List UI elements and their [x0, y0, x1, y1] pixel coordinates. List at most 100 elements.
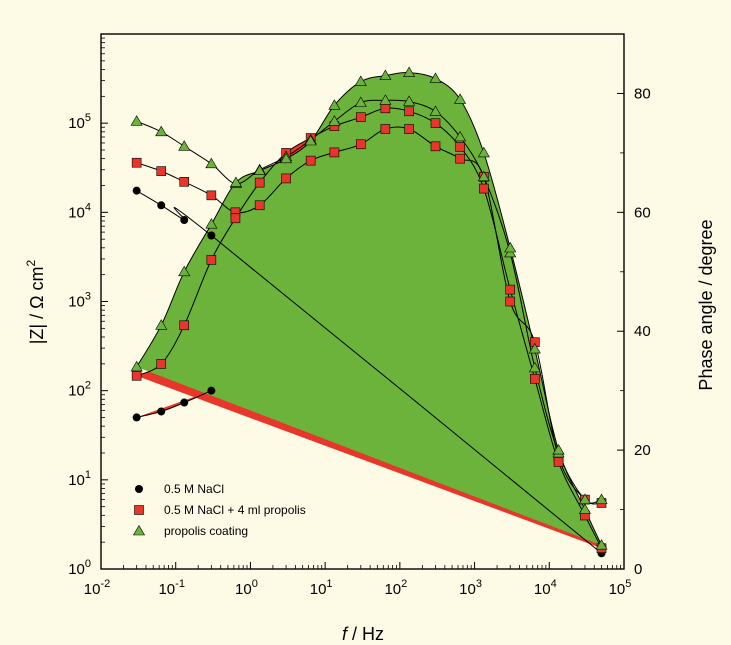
modulus-point	[505, 296, 516, 307]
modulus-point	[254, 200, 265, 211]
modulus-point	[429, 105, 442, 116]
phase-point	[206, 255, 217, 265]
modulus-point	[328, 115, 341, 126]
legend-label: 0.5 M NaCl + 4 ml propolis	[164, 503, 306, 517]
phase-point	[156, 359, 167, 369]
phase-point	[430, 118, 441, 128]
phase-point	[528, 342, 541, 354]
legend-marker	[134, 505, 144, 515]
phase-point	[455, 142, 465, 152]
phase-point	[595, 539, 608, 550]
phase-point	[304, 134, 317, 146]
phase-point	[155, 319, 168, 330]
phase-point	[179, 320, 190, 331]
phase-point	[355, 112, 366, 123]
y-right-tick-label: 60	[634, 204, 651, 221]
phase-fit-0	[136, 390, 212, 418]
modulus-point	[355, 139, 366, 150]
phase-point	[530, 373, 540, 384]
phase-point	[253, 164, 266, 176]
modulus-point	[281, 173, 291, 184]
phase-point	[403, 66, 416, 77]
phase-area-0	[136, 390, 212, 418]
y-left-axis-label: |Z| / Ω cm2	[24, 259, 47, 344]
x-tick-label: 100	[235, 578, 258, 598]
modulus-point	[156, 166, 167, 176]
y-tick-label: 103	[68, 291, 91, 311]
y-tick-label: 102	[68, 380, 91, 400]
modulus-point	[455, 153, 465, 164]
phase-point	[505, 284, 516, 295]
phase-point	[404, 106, 414, 117]
phase-point	[552, 444, 565, 455]
modulus-point	[354, 96, 367, 107]
shaded-areas	[136, 72, 602, 549]
modulus-point	[178, 140, 191, 151]
y-left-axis: 100 101 102 103 104 105	[68, 33, 108, 578]
legend-label: 0.5 M NaCl	[164, 482, 224, 496]
phase-point	[207, 386, 216, 395]
y-right-axis: 0 20 40 60 80	[617, 85, 651, 578]
phase-point	[504, 241, 517, 253]
phase-point	[132, 413, 141, 422]
modulus-point	[207, 231, 216, 240]
phase-point	[180, 398, 189, 407]
phase-point	[578, 503, 591, 514]
phase-point	[130, 360, 143, 372]
y-right-axis-label: Phase angle / degree	[696, 219, 716, 390]
data-markers	[130, 66, 608, 558]
phase-point	[380, 103, 391, 114]
modulus-point	[132, 186, 141, 195]
x-axis: 10-2 10-1 100 101 102 103 104 105	[84, 562, 632, 598]
phase-point	[454, 93, 467, 104]
legend-label: propolis coating	[164, 524, 248, 538]
modulus-point	[528, 361, 541, 373]
modulus-point	[329, 147, 340, 158]
phase-point	[178, 265, 191, 277]
modulus-point	[179, 177, 190, 187]
phase-point	[205, 218, 218, 229]
x-tick-label: 10-1	[158, 578, 184, 598]
phase-point	[280, 152, 293, 164]
y-tick-label: 101	[68, 469, 91, 489]
x-tick-label: 105	[609, 578, 632, 598]
modulus-point	[477, 170, 490, 182]
y-tick-label: 104	[68, 201, 91, 221]
y-tick-label: 105	[68, 112, 91, 132]
phase-point	[379, 69, 392, 80]
x-tick-label: 104	[534, 578, 557, 598]
phase-point	[157, 407, 166, 416]
modulus-point	[157, 201, 166, 210]
modulus-point	[155, 125, 168, 137]
modulus-point	[305, 155, 316, 166]
y-right-tick-label: 0	[634, 561, 642, 578]
phase-point	[553, 457, 564, 467]
phase-point	[131, 371, 142, 381]
modulus-point	[131, 157, 142, 168]
modulus-point	[380, 124, 391, 134]
modulus-point	[205, 157, 218, 169]
phase-point	[229, 176, 242, 187]
y-right-tick-label: 20	[634, 442, 651, 459]
phase-point	[254, 177, 265, 188]
modulus-point	[130, 115, 143, 126]
x-tick-label: 103	[459, 578, 482, 598]
modulus-point	[404, 124, 414, 134]
y-tick-label: 100	[68, 558, 91, 578]
legend: 0.5 M NaCl 0.5 M NaCl + 4 ml propolis prop…	[132, 482, 306, 538]
phase-point	[429, 72, 442, 83]
modulus-point	[430, 141, 441, 152]
legend-marker	[132, 524, 146, 536]
phase-point	[354, 75, 367, 86]
phase-point	[328, 99, 341, 110]
modulus-point	[379, 94, 392, 105]
modulus-point	[403, 95, 416, 106]
modulus-point	[454, 130, 467, 142]
phase-area-2	[136, 72, 602, 546]
x-axis-label: f / Hz	[342, 624, 384, 644]
phase-point	[477, 146, 490, 158]
x-tick-label: 10-2	[84, 578, 110, 598]
x-tick-label: 101	[310, 578, 333, 598]
phase-point	[479, 183, 489, 194]
